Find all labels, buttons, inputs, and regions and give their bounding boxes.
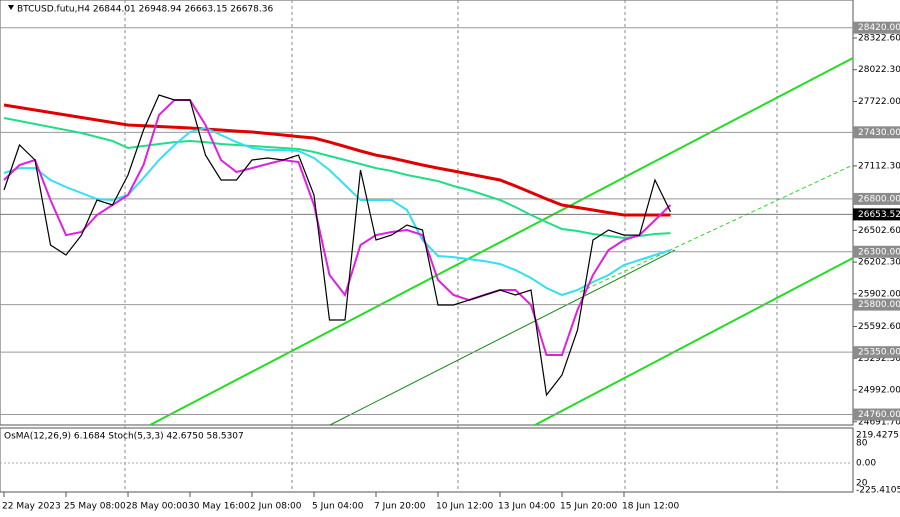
level-box [853,245,900,258]
y-tick-label: 24992.00 [858,386,900,396]
x-tick-label: 28 May 00:00 [126,502,188,512]
x-tick-label: 7 Jun 20:00 [374,502,426,512]
level-label: 26800.00 [858,194,900,204]
y-tick-label: 28022.30 [858,65,900,75]
y-tick-label: 26502.60 [858,226,900,236]
level-label: 25800.00 [858,300,900,310]
x-tick-label: 15 Jun 20:00 [560,502,617,512]
indicator-title: OsMA(12,26,9) 6.1684 Stoch(5,3,3) 42.675… [4,432,244,442]
indicator-axis-label: 20 [856,479,868,489]
y-tick-label: 27722.00 [858,97,900,107]
y-tick-label: 25592.60 [858,322,900,332]
channel-mid [579,164,854,293]
level-label: 27430.00 [858,128,900,138]
y-tick-label: 28322.60 [858,33,900,43]
indicator-axis-label: -225.4105 [856,486,900,496]
current-price-box [853,208,900,221]
indicator-panel [0,427,854,493]
level-label: 24760.00 [858,410,900,420]
series-line [3,103,671,217]
level-label: 28420.00 [858,23,900,33]
series-line [3,94,672,397]
y-tick-label: 25292.30 [858,354,900,364]
series-line [3,99,672,356]
level-label: 26300.00 [858,247,900,257]
level-box [853,21,900,34]
series-line [3,117,671,240]
y-tick-label: 24691.70 [858,417,900,427]
y-tick-label: 27112.30 [858,161,900,171]
menu-arrow[interactable] [8,5,14,10]
level-box [853,408,900,421]
x-tick-label: 10 Jun 12:00 [436,502,493,512]
trend-line [329,249,676,426]
level-box [853,346,900,359]
separators [124,0,778,492]
current-price-label: 26653.52 [858,210,900,220]
level-box [853,192,900,205]
level-box [853,126,900,139]
y-tick-label: 26202.30 [858,258,900,268]
x-tick-label: 2 Jun 08:00 [250,502,302,512]
level-label: 25350.00 [858,348,900,358]
x-tick-label: 30 May 16:00 [188,502,250,512]
x-tick-label: 5 Jun 04:00 [312,502,364,512]
indicator-axis-label: 0.00 [856,459,876,469]
main-panel [0,0,854,426]
channel-lines [149,57,854,426]
indicator-axis-label: 219.4275 [856,431,899,441]
level-box [853,298,900,311]
x-tick-label: 13 Jun 04:00 [498,502,555,512]
x-tick-label: 18 Jun 12:00 [622,502,679,512]
indicator-axis-label: 80 [856,439,868,449]
y-tick-label: 25902.00 [858,289,900,299]
chart-title: BTCUSD.futu,H4 26844.01 26948.94 26663.1… [17,5,273,15]
x-tick-label: 25 May 08:00 [64,502,126,512]
x-tick-label: 22 May 2023 [2,502,61,512]
